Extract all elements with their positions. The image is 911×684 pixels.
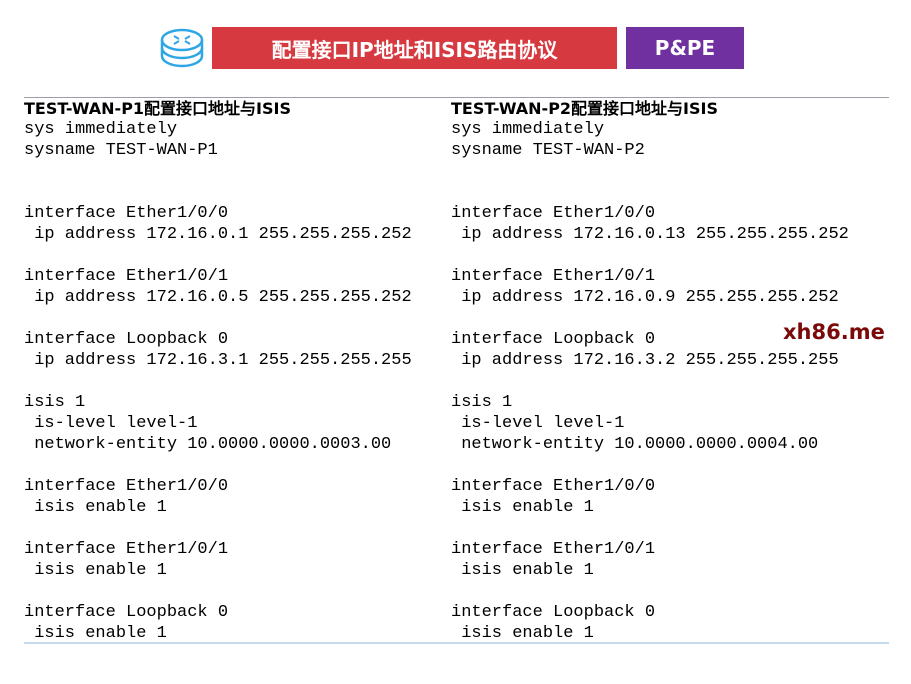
config-line: ip address 172.16.0.5 255.255.255.252: [24, 288, 412, 307]
config-line: [24, 455, 412, 476]
config-line: interface Ether1/0/1: [451, 267, 656, 286]
config-line: isis 1: [451, 393, 513, 412]
config-line: interface Ether1/0/0: [451, 204, 656, 223]
config-line: interface Loopback 0: [24, 603, 229, 622]
config-line: [24, 161, 412, 182]
config-title: TEST-WAN-P2配置接口地址与ISIS: [451, 99, 719, 118]
config-line: [24, 308, 412, 329]
config-p2: TEST-WAN-P2配置接口地址与ISIS sys immediately sy…: [451, 98, 849, 644]
config-line: interface Loopback 0: [451, 603, 656, 622]
config-line: ip address 172.16.0.9 255.255.255.252: [451, 288, 839, 307]
config-line: interface Loopback 0: [24, 330, 229, 349]
config-line: ip address 172.16.0.13 255.255.255.252: [451, 225, 849, 244]
watermark: xh86.me: [783, 320, 885, 344]
config-line: isis 1: [24, 393, 86, 412]
config-line: [451, 245, 849, 266]
config-line: isis enable 1: [451, 561, 594, 580]
config-line: [24, 518, 412, 539]
config-line: [451, 581, 849, 602]
config-line: [24, 371, 412, 392]
config-line: interface Ether1/0/0: [24, 204, 229, 223]
config-line: isis enable 1: [24, 624, 167, 643]
config-line: isis enable 1: [24, 561, 167, 580]
config-line: [451, 371, 849, 392]
config-line: [451, 161, 849, 182]
config-line: sysname TEST-WAN-P2: [451, 141, 645, 160]
config-line: is-level level-1: [24, 414, 198, 433]
section-tag: P&PE: [626, 27, 744, 69]
config-line: ip address 172.16.0.1 255.255.255.252: [24, 225, 412, 244]
config-line: interface Ether1/0/0: [451, 477, 656, 496]
config-line: sys immediately: [24, 120, 178, 139]
config-p1: TEST-WAN-P1配置接口地址与ISIS sys immediately sy…: [24, 98, 412, 644]
config-line: interface Ether1/0/0: [24, 477, 229, 496]
config-line: ip address 172.16.3.1 255.255.255.255: [24, 351, 412, 370]
config-line: sysname TEST-WAN-P1: [24, 141, 218, 160]
divider-bottom: [24, 642, 889, 644]
config-line: interface Ether1/0/1: [24, 267, 229, 286]
config-line: network-entity 10.0000.0000.0004.00: [451, 435, 819, 454]
config-title: TEST-WAN-P1配置接口地址与ISIS: [24, 99, 292, 118]
config-line: interface Ether1/0/1: [24, 540, 229, 559]
config-line: isis enable 1: [451, 624, 594, 643]
config-line: interface Ether1/0/1: [451, 540, 656, 559]
divider-top: [24, 97, 889, 98]
config-line: [451, 455, 849, 476]
config-line: isis enable 1: [24, 498, 167, 517]
config-line: [24, 182, 412, 203]
config-line: is-level level-1: [451, 414, 625, 433]
config-line: [451, 182, 849, 203]
config-line: interface Loopback 0: [451, 330, 656, 349]
config-line: sys immediately: [451, 120, 605, 139]
config-line: [24, 581, 412, 602]
config-line: [451, 518, 849, 539]
config-line: ip address 172.16.3.2 255.255.255.255: [451, 351, 839, 370]
page-title: 配置接口IP地址和ISIS路由协议: [212, 27, 617, 69]
config-line: [24, 245, 412, 266]
config-line: network-entity 10.0000.0000.0003.00: [24, 435, 392, 454]
config-line: isis enable 1: [451, 498, 594, 517]
router-icon: [160, 28, 204, 68]
